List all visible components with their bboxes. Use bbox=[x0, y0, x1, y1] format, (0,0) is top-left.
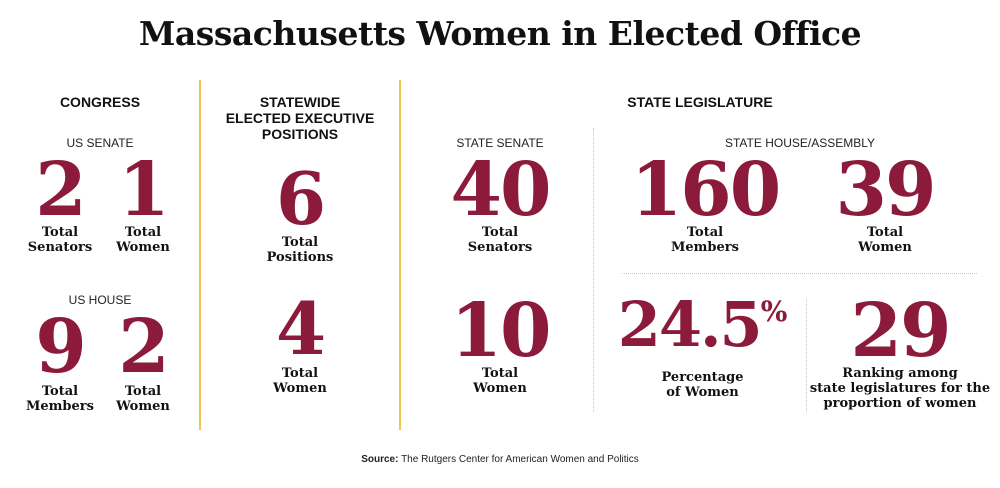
us-senate-heading: US SENATE bbox=[66, 136, 134, 150]
source-credit: Source: The Rutgers Center for American … bbox=[0, 454, 1000, 465]
us-house-heading: US HOUSE bbox=[68, 293, 132, 307]
state-senate-heading: STATE SENATE bbox=[456, 136, 544, 150]
ranking-label: Ranking among state legislatures for the… bbox=[809, 366, 991, 411]
state-house-women-label: Total Women bbox=[858, 225, 912, 255]
state-senate-total-label: Total Senators bbox=[467, 225, 533, 255]
state-house-women-value: 39 bbox=[835, 147, 937, 233]
legislature-heading: STATE LEGISLATURE bbox=[627, 94, 773, 110]
state-house-total-label: Total Members bbox=[671, 225, 739, 255]
state-house-total-value: 160 bbox=[630, 147, 781, 233]
congress-heading: CONGRESS bbox=[59, 94, 141, 110]
divider-statewide-legislature bbox=[399, 80, 401, 430]
statewide-total-value: 6 bbox=[275, 156, 326, 241]
state-house-heading: STATE HOUSE/ASSEMBLY bbox=[724, 136, 876, 150]
percentage-women-value: 24.5% bbox=[617, 288, 788, 361]
us-house-women-value: 2 bbox=[118, 304, 170, 390]
us-senate-total-label: Total Senators bbox=[27, 225, 93, 255]
divider-congress-statewide bbox=[199, 80, 201, 430]
statewide-heading: STATEWIDE ELECTED EXECUTIVE POSITIONS bbox=[225, 94, 375, 142]
source-label: Source: bbox=[361, 454, 399, 465]
percent-sign: % bbox=[760, 295, 788, 328]
us-senate-total-value: 2 bbox=[35, 147, 87, 233]
us-house-total-label: Total Members bbox=[26, 384, 94, 414]
dotted-divider-house-rows bbox=[622, 273, 977, 274]
page-title: Massachusetts Women in Elected Office bbox=[138, 14, 862, 53]
state-senate-women-label: Total Women bbox=[473, 366, 527, 396]
ranking-value: 29 bbox=[850, 288, 952, 374]
statewide-women-label: Total Women bbox=[273, 366, 327, 396]
us-house-total-value: 9 bbox=[35, 304, 87, 390]
state-senate-women-value: 10 bbox=[450, 288, 552, 374]
us-house-women-label: Total Women bbox=[116, 384, 170, 414]
dotted-divider-senate-house bbox=[593, 128, 594, 412]
source-text: The Rutgers Center for American Women an… bbox=[401, 454, 639, 465]
statewide-total-label: Total Positions bbox=[266, 235, 334, 265]
us-senate-women-label: Total Women bbox=[116, 225, 170, 255]
state-senate-total-value: 40 bbox=[450, 147, 552, 233]
statewide-women-value: 4 bbox=[275, 286, 326, 371]
us-senate-women-value: 1 bbox=[118, 147, 170, 233]
dotted-divider-pct-rank bbox=[806, 298, 807, 413]
percentage-women-label: Percentage of Women bbox=[661, 370, 744, 400]
